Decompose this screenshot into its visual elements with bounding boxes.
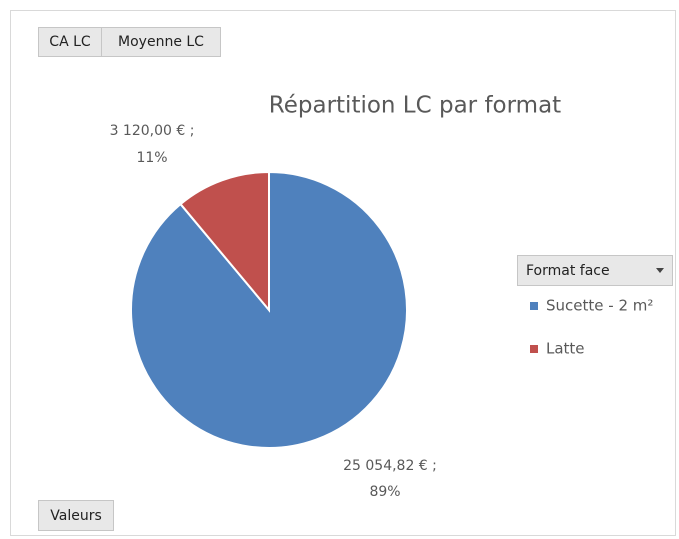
legend-title[interactable]: Format face [526,263,610,279]
field-button[interactable] [38,27,102,57]
legend-field-button[interactable] [517,255,673,286]
data-label: 3 120,00 € ; [110,123,195,139]
data-label-percent: 89% [369,484,400,500]
chart-title: Répartition LC par format [269,93,561,119]
legend-label: Latte [546,340,585,358]
values-button[interactable] [38,500,114,531]
data-label: 25 054,82 € ; [343,458,437,474]
field-button-label[interactable]: CA LC [49,34,91,50]
legend-swatch [530,302,538,310]
data-label-percent: 11% [136,150,167,166]
legend-label: Sucette - 2 m² [546,297,653,315]
values-button-label[interactable]: Valeurs [50,508,102,524]
legend-swatch [530,345,538,353]
pie-slice [179,170,270,313]
field-button-label[interactable]: Moyenne LC [118,34,204,50]
field-button[interactable] [101,27,221,57]
dropdown-arrow[interactable] [656,268,664,273]
